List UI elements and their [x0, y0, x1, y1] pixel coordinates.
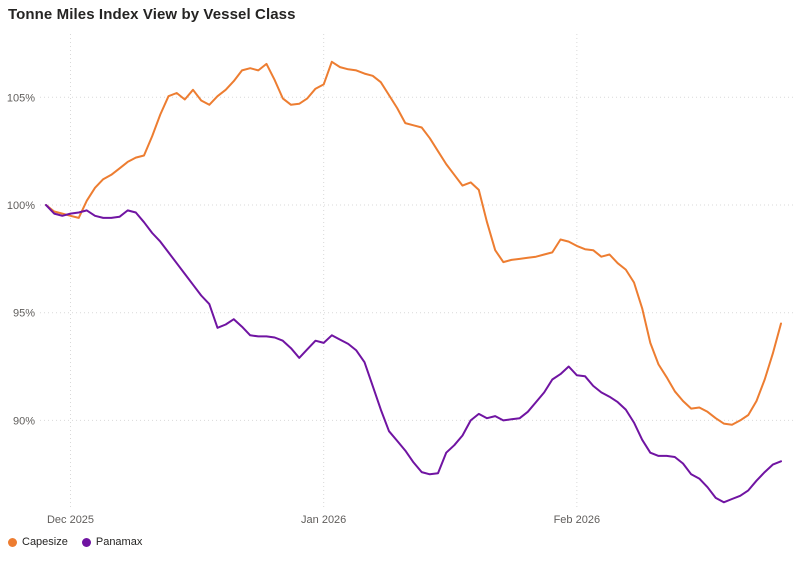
y-axis-tick-label: 90%: [13, 415, 35, 427]
x-axis-tick-label: Dec 2025: [47, 514, 94, 526]
legend-item-panamax[interactable]: Panamax: [81, 536, 143, 548]
chart-legend: Capesize Panamax: [8, 536, 142, 548]
y-axis-tick-label: 95%: [13, 308, 35, 320]
x-axis-tick-label: Feb 2026: [554, 514, 600, 526]
x-axis-tick-label: Jan 2026: [301, 514, 346, 526]
legend-label-panamax: Panamax: [95, 536, 143, 548]
legend-item-capesize[interactable]: Capesize: [8, 536, 68, 548]
chart-title: Tonne Miles Index View by Vessel Class: [8, 6, 296, 23]
capesize-series-dot-icon: [8, 537, 17, 547]
series-line-capesize[interactable]: [45, 60, 782, 426]
panamax-series-dot-icon: [81, 537, 91, 547]
series-line-panamax[interactable]: [45, 204, 782, 504]
legend-label-capesize: Capesize: [22, 536, 68, 548]
y-axis-tick-label: 105%: [7, 92, 35, 104]
chart-plot-area: 105% 100% 95% 90% Dec 2025 Jan 2026 Feb 2026: [7, 34, 795, 526]
y-axis-tick-label: 100%: [7, 200, 35, 212]
